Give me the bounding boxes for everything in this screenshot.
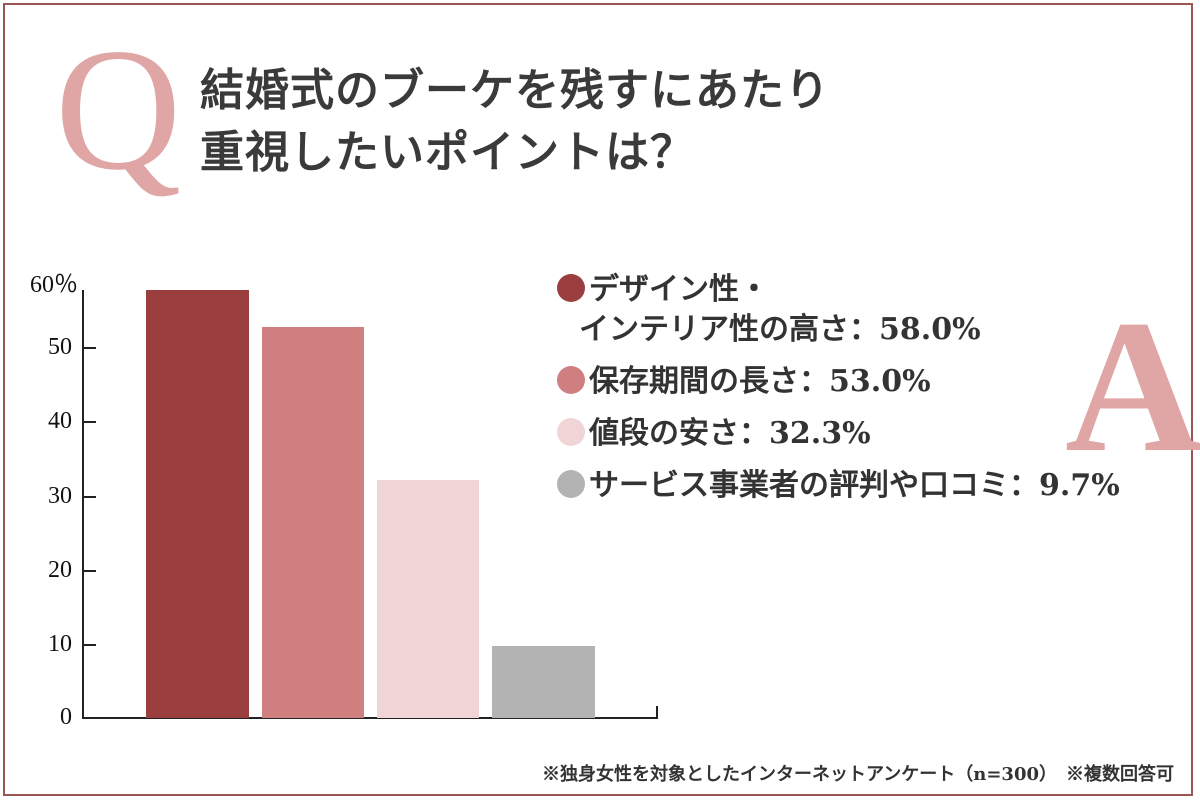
legend-dot-icon [557,418,585,446]
y-label-0: 0 [60,704,72,730]
answer-letter: A [1065,282,1200,492]
x-axis [82,717,658,719]
legend-item-price: 値段の安さ：32.3% [557,414,1120,454]
y-axis-top-label: 60％ [30,272,78,298]
tick-50 [82,347,96,349]
bar-reputation [492,646,595,718]
legend: デザイン性・ インテリア性の高さ：58.0% 保存期間の長さ：53.0% 値段の… [557,270,1120,518]
question-mark-letter: Q [55,12,182,206]
bar-preservation [262,327,364,718]
x-axis-end-tick [656,706,658,718]
legend-item-design: デザイン性・ インテリア性の高さ：58.0% [557,270,1120,350]
legend-item-preservation: 保存期間の長さ：53.0% [557,362,1120,402]
y-label-30: 30 [48,483,72,509]
tick-40 [82,421,96,423]
y-label-50: 50 [48,334,72,360]
legend-dot-icon [557,366,585,394]
y-label-20: 20 [48,557,72,583]
tick-20 [82,570,96,572]
legend-dot-icon [557,274,585,302]
survey-footnote: ※独身女性を対象としたインターネットアンケート（n=300） ※複数回答可 [541,764,1174,785]
title-line-2: 重視したいポイントは？ [200,127,695,178]
legend-dot-icon [557,470,585,498]
bar-design [146,290,249,718]
legend-item-reputation: サービス事業者の評判や口コミ：9.7% [557,466,1120,506]
outer-frame [3,3,1193,796]
y-label-10: 10 [48,631,72,657]
tick-30 [82,496,96,498]
page-title: 結婚式のブーケを残すにあたり 重視したいポイントは？ [200,60,830,184]
y-label-40: 40 [48,408,72,434]
tick-10 [82,644,96,646]
title-line-1: 結婚式のブーケを残すにあたり [200,65,830,116]
y-axis [82,290,84,718]
bar-price [377,480,479,718]
